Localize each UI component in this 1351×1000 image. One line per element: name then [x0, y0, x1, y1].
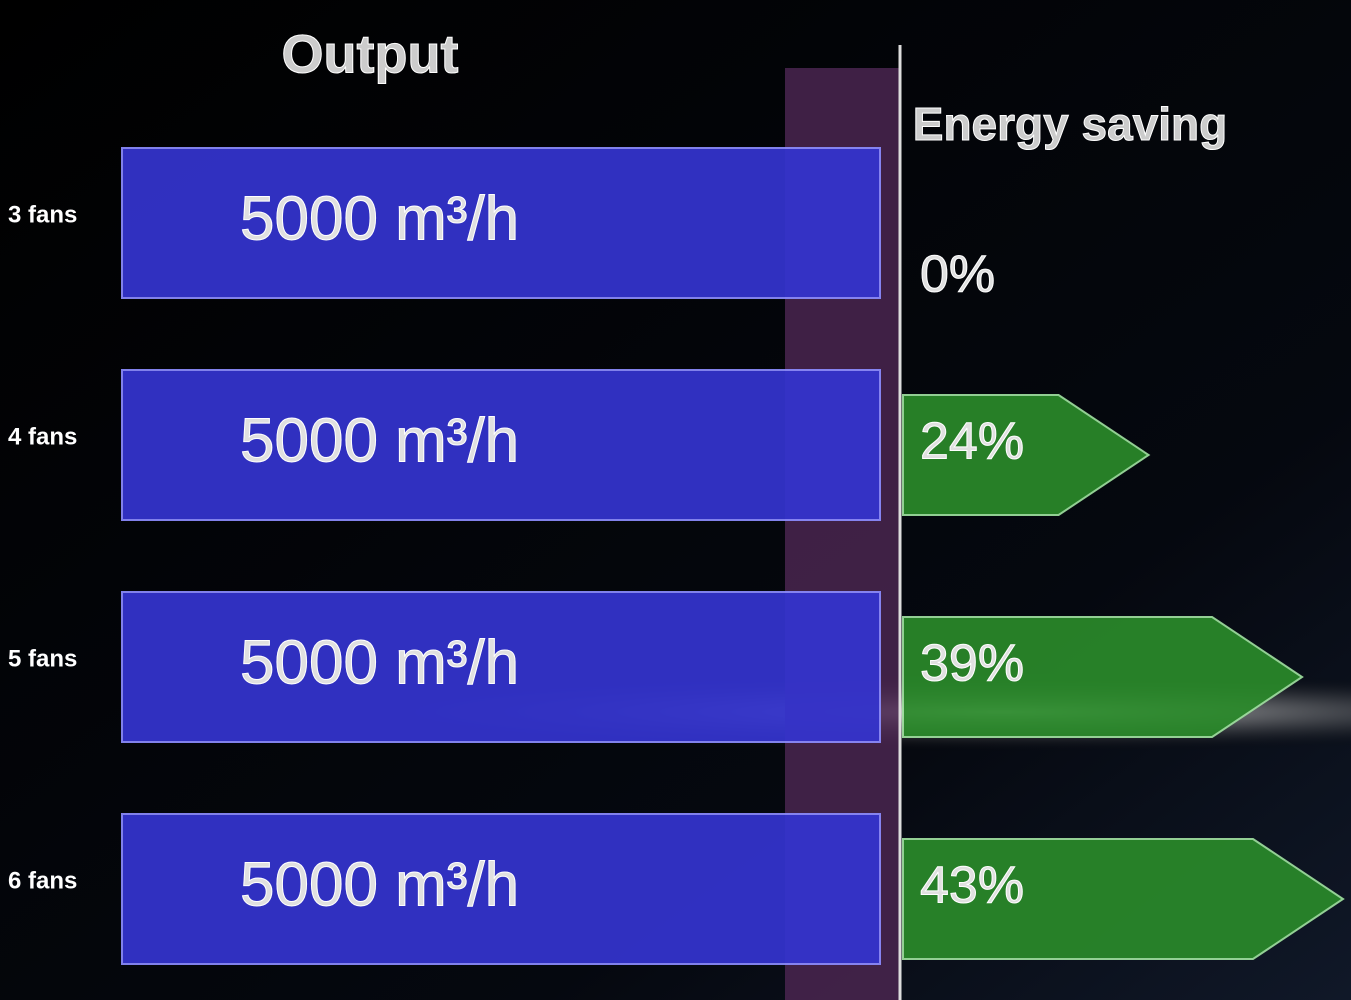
row-label: 6 fans [8, 867, 77, 894]
output-label: 5000 m³/h [240, 850, 519, 919]
saving-arrow [902, 394, 1151, 516]
saving-header: Energy saving [913, 98, 1227, 150]
row-label: 4 fans [8, 423, 77, 450]
output-label: 5000 m³/h [240, 628, 519, 697]
saving-label: 43% [920, 857, 1024, 915]
row-label: 5 fans [8, 645, 77, 672]
saving-label: 0% [920, 246, 995, 304]
saving-arrow [902, 616, 1304, 738]
output-header: Output [282, 24, 459, 84]
output-label: 5000 m³/h [240, 406, 519, 475]
output-bar [121, 591, 881, 743]
saving-label: 24% [920, 413, 1024, 471]
output-bar [121, 369, 881, 521]
output-label: 5000 m³/h [240, 184, 519, 253]
saving-arrow [902, 838, 1345, 960]
row-label: 3 fans [8, 201, 77, 228]
saving-label: 39% [920, 635, 1024, 693]
output-bar [121, 147, 881, 299]
output-bar [121, 813, 881, 965]
